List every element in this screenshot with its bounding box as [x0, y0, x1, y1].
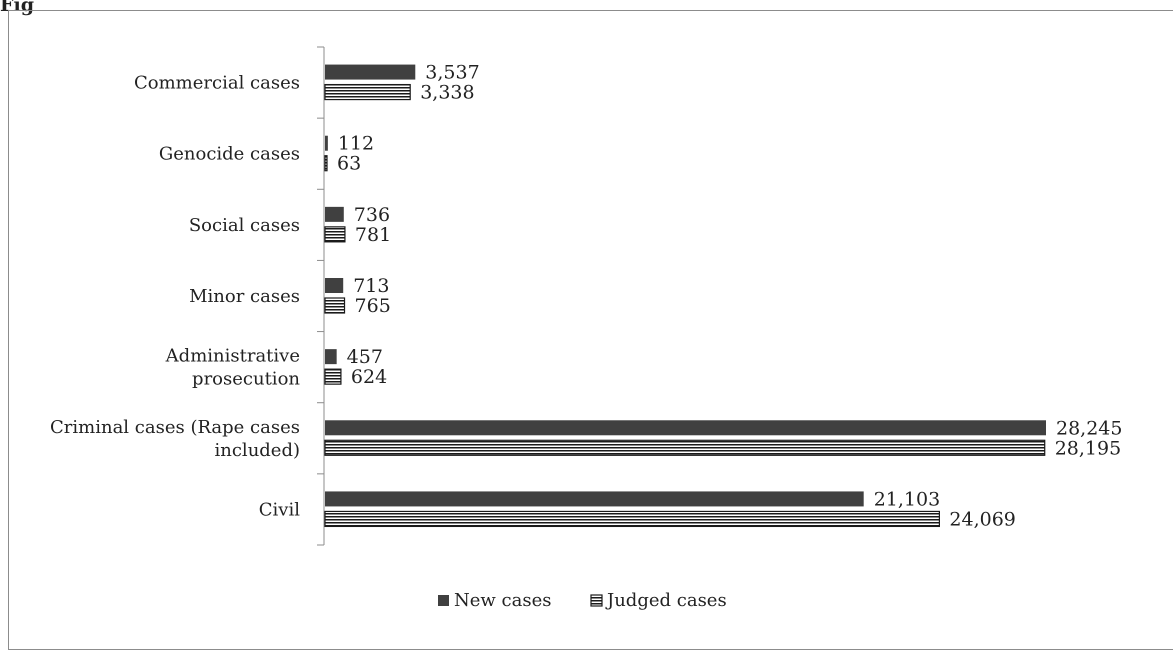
legend-label-judged-cases: Judged cases: [605, 590, 727, 611]
category-label-line: Minor cases: [189, 286, 300, 307]
data-label: 624: [351, 366, 387, 388]
category-label-line: Genocide cases: [159, 144, 300, 165]
category-label: Criminal cases (Rape cases included): [50, 417, 300, 461]
category-label-line: included): [215, 440, 301, 461]
category-label: Commercial cases: [134, 73, 300, 94]
data-label: 713: [353, 275, 389, 297]
category-label-line: prosecution: [192, 369, 300, 390]
bars-layer: [325, 65, 1046, 527]
bar-judged-cases: [325, 227, 345, 242]
bar-judged-cases: [325, 85, 410, 100]
data-label: 3,338: [420, 82, 474, 104]
legend-label-new-cases: New cases: [454, 590, 551, 611]
bar-judged-cases: [325, 369, 341, 384]
bar-judged-cases: [325, 156, 327, 171]
data-label: 765: [355, 295, 391, 317]
data-label: 24,069: [949, 508, 1015, 530]
bar-new-cases: [325, 420, 1046, 435]
data-label: 63: [337, 153, 361, 175]
bar-new-cases: [325, 278, 343, 293]
data-label: 736: [354, 204, 390, 226]
data-label: 28,245: [1056, 417, 1122, 439]
bar-new-cases: [325, 491, 864, 506]
category-label-line: Administrative: [165, 346, 300, 367]
category-label-line: Civil: [259, 499, 300, 520]
category-label: Civil: [259, 499, 300, 520]
axis-layer: [317, 47, 324, 545]
data-label: 457: [347, 346, 383, 368]
category-label-line: Commercial cases: [134, 73, 300, 94]
data-label: 21,103: [874, 488, 940, 510]
bar-new-cases: [325, 207, 344, 222]
category-label: Minor cases: [189, 286, 300, 307]
category-label: Administrative prosecution: [165, 346, 301, 390]
category-label: Social cases: [189, 215, 300, 236]
bar-judged-cases: [325, 440, 1045, 455]
bar-judged-cases: [325, 511, 939, 526]
legend-swatch-judged-cases: [591, 595, 602, 606]
category-label-line: Criminal cases (Rape cases: [50, 417, 300, 438]
data-label: 28,195: [1055, 437, 1121, 459]
bar-new-cases: [325, 349, 337, 364]
legend-swatch-new-cases: [438, 595, 449, 606]
bar-judged-cases: [325, 298, 345, 313]
category-label-line: Social cases: [189, 215, 300, 236]
bar-new-cases: [325, 65, 415, 80]
legend: New cases Judged cases: [438, 590, 727, 611]
data-label: 781: [355, 224, 391, 246]
data-label: 112: [338, 133, 374, 155]
bar-new-cases: [325, 136, 328, 151]
data-label: 3,537: [425, 62, 479, 84]
category-label: Genocide cases: [159, 144, 300, 165]
